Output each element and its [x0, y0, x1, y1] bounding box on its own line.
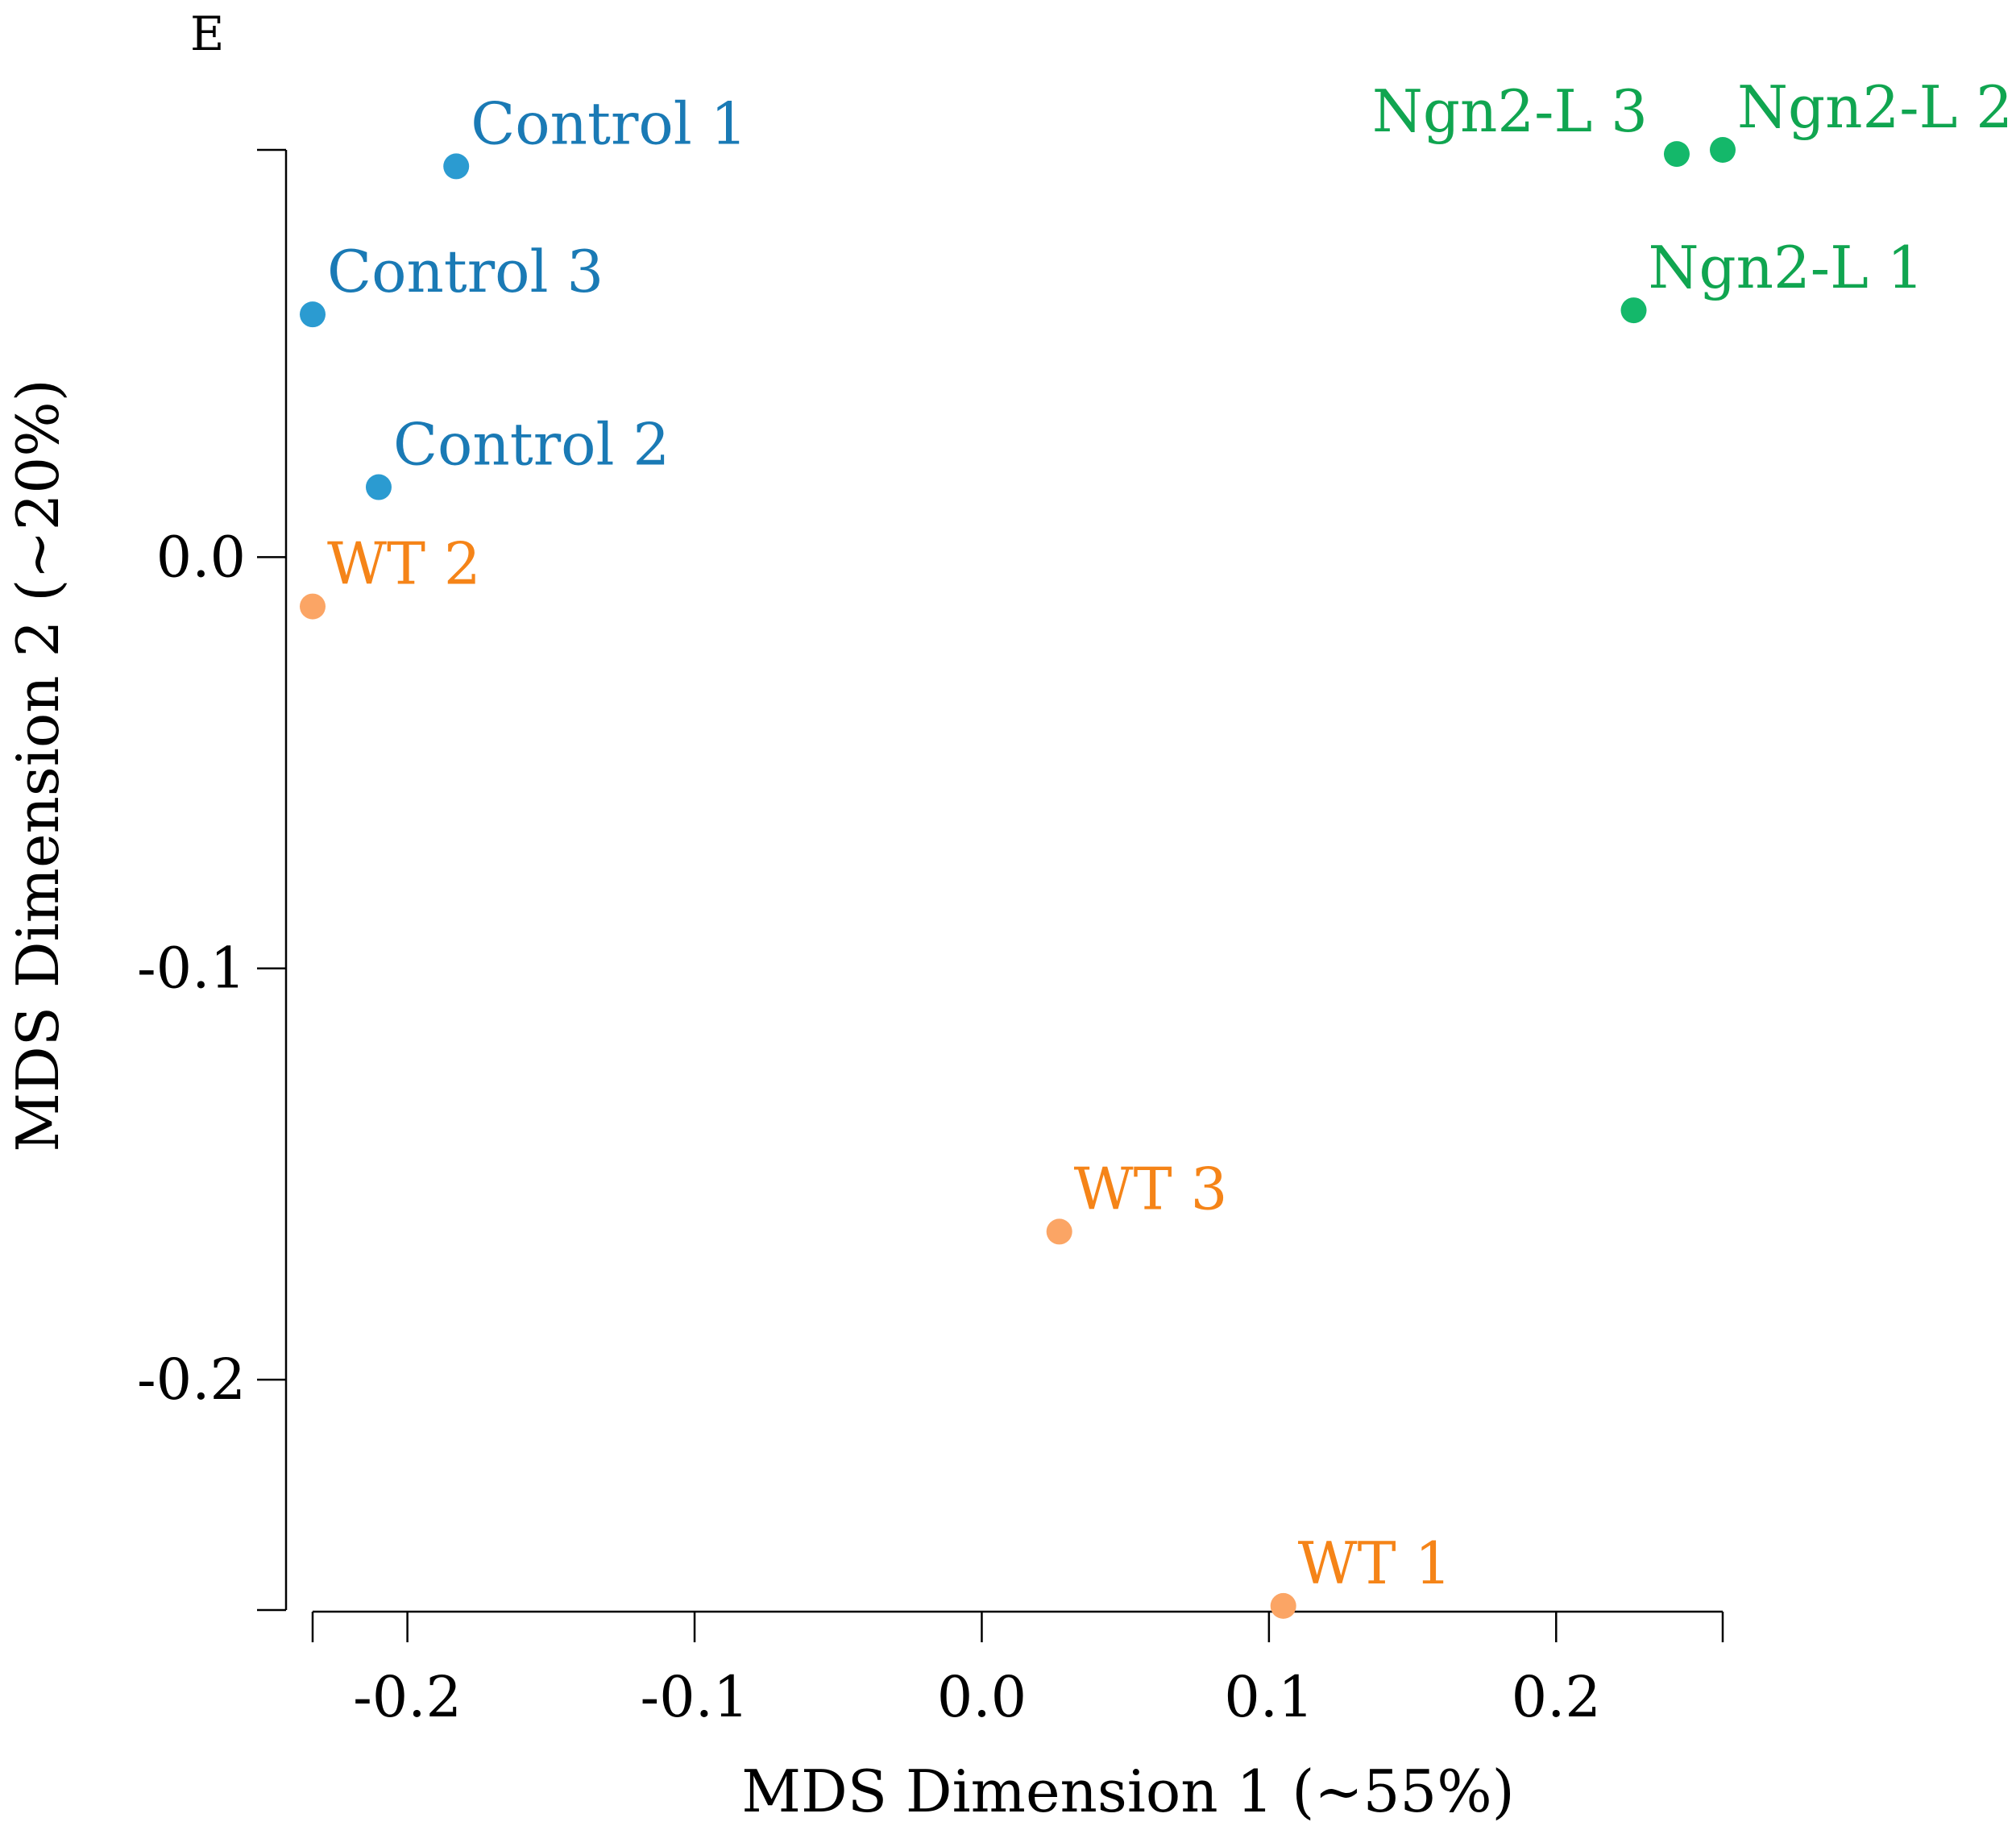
point-label: Ngn2-L 3: [1372, 77, 1648, 145]
point-label: WT 3: [1074, 1155, 1228, 1222]
data-point: [1710, 137, 1736, 163]
x-tick-label: 0.2: [1512, 1664, 1601, 1730]
data-point: [1046, 1218, 1072, 1245]
data-point: [1620, 297, 1647, 324]
point-label: WT 1: [1298, 1529, 1452, 1597]
point-label: Ngn2-L 2: [1737, 73, 2013, 141]
data-point: [1270, 1592, 1296, 1619]
data-point: [443, 153, 470, 180]
data-point: [300, 593, 326, 620]
point-label: Ngn2-L 1: [1649, 234, 1924, 301]
x-tick-label: 0.1: [1224, 1664, 1313, 1730]
data-point: [1663, 141, 1690, 168]
y-axis-title: MDS Dimension 2 (~20%): [4, 379, 72, 1152]
y-axis: 0.0 -0.1 -0.2: [137, 148, 288, 1612]
x-tick-label: -0.2: [353, 1664, 462, 1730]
x-axis-title: MDS Dimension 1 (~55%): [741, 1758, 1514, 1825]
y-tick-label: 0.0: [156, 524, 246, 590]
panel-label: E: [190, 6, 224, 61]
data-point: [300, 301, 326, 328]
y-tick-label: -0.2: [137, 1347, 246, 1413]
x-axis: -0.2 -0.1 0.0 0.1 0.2: [311, 1610, 1724, 1730]
point-label: Control 1: [471, 89, 747, 157]
x-tick-label: 0.0: [937, 1664, 1027, 1730]
point-label: Control 2: [393, 411, 670, 479]
y-tick-label: -0.1: [137, 936, 246, 1002]
data-point: [365, 474, 392, 500]
point-label: WT 2: [327, 530, 481, 598]
x-tick-label: -0.1: [641, 1664, 749, 1730]
data-points: Control 1 Control 3 Control 2 WT 2 WT 3 WT 1 N…: [300, 73, 2013, 1619]
point-label: Control 3: [327, 238, 604, 305]
